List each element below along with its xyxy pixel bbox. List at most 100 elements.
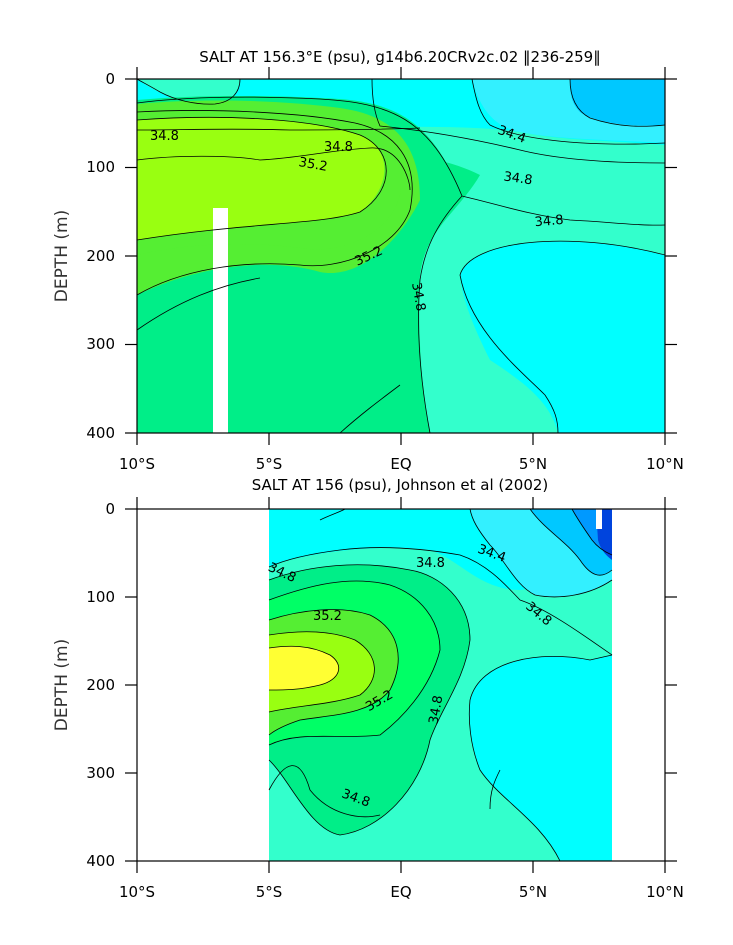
x-tick: 10°N: [646, 67, 684, 473]
panel-1-x-axis: 10°S 5°S EQ 5°N 10°N: [119, 67, 684, 473]
contour-line: [268, 631, 375, 713]
contour-line: [571, 508, 613, 556]
contour-line: [459, 240, 666, 276]
y-tick-label: 0: [105, 500, 115, 518]
panel-1-contour-labels: 34.8 34.8 34.4 35.2 34.8 34.8 35.2 34.8: [150, 123, 564, 313]
x-tick-label: 10°N: [646, 883, 684, 901]
x-tick-label: EQ: [390, 883, 411, 901]
contour-line: [136, 78, 241, 105]
x-tick-label: 5°S: [256, 883, 283, 901]
y-tick-label: 400: [86, 852, 115, 870]
panel-2-title: SALT AT 156 (psu), Johnson et al (2002): [252, 476, 549, 494]
contour-label: 35.2: [313, 609, 342, 624]
contour-line: [471, 78, 666, 145]
y-tick-label: 200: [86, 676, 115, 694]
contour-line: [469, 654, 613, 701]
panel-1-title: SALT AT 156.3°E (psu), g14b6.20CRv2c.02 …: [199, 48, 600, 66]
x-tick-label: 10°N: [646, 455, 684, 473]
contour-line: [136, 96, 463, 197]
y-tick: 200: [86, 247, 677, 265]
contour-line: [136, 147, 411, 191]
contour-line: [268, 645, 340, 691]
fill-35-2: [137, 117, 385, 240]
y-tick: 0: [105, 500, 677, 518]
fill-deep-north: [460, 241, 665, 433]
contour-line: [371, 78, 666, 164]
y-axis-label: DEPTH (m): [52, 639, 72, 731]
x-tick-label: 10°S: [119, 883, 155, 901]
x-tick-label: 10°S: [119, 455, 155, 473]
panel-1-y-axis: 0 100 200 300 400 DEPTH (m): [52, 70, 677, 442]
x-tick: 10°S: [119, 497, 155, 901]
contour-line: [469, 508, 613, 598]
y-tick-label: 200: [86, 247, 115, 265]
x-tick: EQ: [390, 497, 412, 901]
contour-line: [569, 78, 666, 127]
y-tick-label: 300: [86, 335, 115, 353]
fill-34-2-north: [570, 79, 665, 126]
x-tick: EQ: [390, 67, 412, 473]
panel-1-contour-fills: [137, 79, 665, 433]
y-tick: 0: [105, 70, 677, 88]
contour-label: 34.8: [427, 694, 447, 725]
y-tick-label: 0: [105, 70, 115, 88]
contour-label: 34.8: [408, 281, 428, 312]
x-tick: 10°N: [646, 497, 684, 901]
contour-label: 34.8: [416, 556, 445, 571]
contour-line: [268, 765, 381, 818]
panel-1-contour-lines: [136, 78, 666, 434]
masked-column: [213, 208, 228, 433]
contour-line: [268, 580, 441, 746]
y-tick-label: 300: [86, 764, 115, 782]
contour-line: [529, 508, 613, 576]
y-tick: 200: [86, 676, 677, 694]
x-tick: 10°S: [119, 67, 155, 473]
masked-gap-north: [596, 509, 602, 529]
contour-line: [319, 508, 346, 521]
x-tick-label: 5°N: [519, 455, 547, 473]
panel-2-x-axis: 10°S 5°S EQ 5°N 10°N: [119, 497, 684, 901]
y-tick: 100: [86, 588, 677, 606]
panel-2-contour-fills: [269, 509, 612, 861]
x-tick-label: 5°S: [256, 455, 283, 473]
y-tick: 300: [86, 764, 677, 782]
contour-line: [268, 609, 399, 736]
contour-line: [136, 277, 261, 331]
contour-line: [489, 769, 501, 810]
contour-line: [136, 110, 413, 296]
y-tick: 100: [86, 158, 677, 176]
contour-line: [468, 699, 561, 862]
y-axis-label: DEPTH (m): [52, 210, 72, 302]
x-tick: 5°S: [256, 67, 283, 473]
y-tick: 400: [86, 852, 677, 870]
fill-35-6: [269, 646, 339, 690]
x-tick-label: EQ: [390, 455, 411, 473]
panel-2: SALT AT 156 (psu), Johnson et al (2002): [52, 476, 684, 901]
contour-line: [461, 195, 666, 226]
y-tick-label: 100: [86, 158, 115, 176]
x-tick: 5°S: [256, 497, 283, 901]
contour-line: [339, 384, 401, 434]
contour-label: 34.8: [150, 129, 179, 144]
x-tick: 5°N: [519, 497, 547, 901]
fill-deep-north: [469, 655, 612, 861]
panel-1: SALT AT 156.3°E (psu), g14b6.20CRv2c.02 …: [52, 48, 684, 473]
contour-line: [268, 547, 613, 656]
contour-line: [459, 274, 559, 434]
contour-line: [268, 564, 471, 836]
contour-line: [136, 116, 387, 241]
contour-label: 35.2: [297, 155, 328, 175]
x-tick: 5°N: [519, 67, 547, 473]
contour-label: 34.8: [534, 213, 564, 230]
contour-label: 34.8: [503, 169, 534, 188]
contour-line: [418, 195, 463, 434]
panel-2-y-axis: 0 100 200 300 400 DEPTH (m): [52, 500, 677, 870]
panel-2-contour-lines: [268, 508, 613, 862]
y-tick: 300: [86, 335, 677, 353]
x-tick-label: 5°N: [519, 883, 547, 901]
contour-label: 34.8: [324, 140, 353, 155]
y-tick-label: 400: [86, 424, 115, 442]
y-tick-label: 100: [86, 588, 115, 606]
y-tick: 400: [86, 424, 677, 442]
